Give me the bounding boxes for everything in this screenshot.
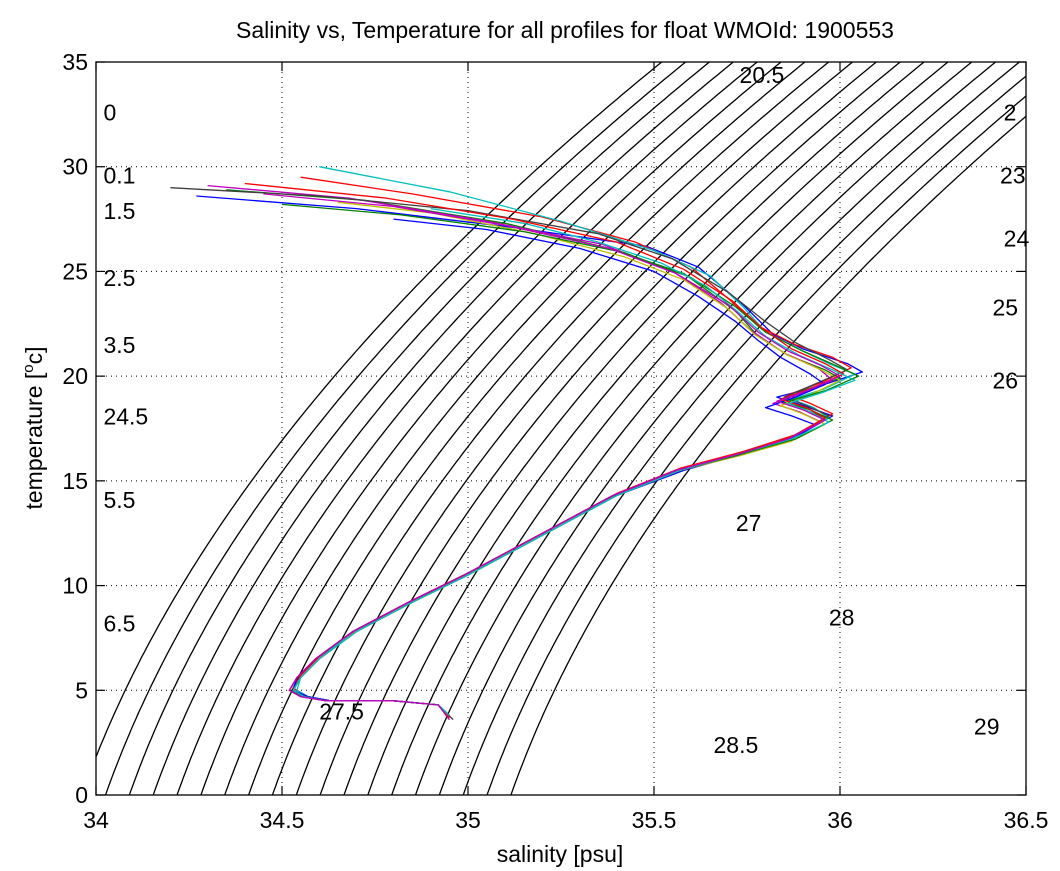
density-contour-label: 29 [974, 713, 1000, 739]
density-contour-label: 1.5 [103, 198, 135, 224]
density-contour [152, 62, 735, 795]
y-tick-label: 20 [62, 363, 88, 389]
density-contour-label: 2 [1004, 100, 1017, 126]
axis-ticks [95, 61, 1027, 796]
x-tick-label: 34.5 [260, 807, 305, 833]
density-contour [176, 62, 759, 795]
y-tick-label: 25 [62, 258, 88, 284]
density-contour [343, 62, 926, 795]
y-tick-label: 30 [62, 154, 88, 180]
profile-line [263, 193, 841, 720]
x-axis-label: salinity [psu] [497, 841, 624, 867]
y-tick-label: 5 [75, 677, 88, 703]
density-contour-label: 26 [993, 368, 1019, 394]
density-contour-label: 0.1 [103, 162, 135, 188]
density-contour [414, 62, 997, 795]
density-contour-label: 24 [1004, 225, 1030, 251]
density-contour-label: 27.5 [319, 699, 364, 725]
x-tick-label: 35 [455, 807, 481, 833]
y-tick-label: 15 [62, 468, 88, 494]
y-axis-tick-labels: 0 5 10 15 20 25 30 35 [62, 49, 88, 808]
density-contour-label: 28.5 [714, 732, 759, 758]
density-contour-label: 27 [736, 510, 762, 536]
chart-title: Salinity vs, Temperature for all profile… [236, 17, 894, 43]
x-axis-tick-labels: 34 34.5 35 35.5 36 36.5 [83, 807, 1048, 833]
density-contour [486, 95, 1026, 795]
density-contour [390, 62, 973, 795]
density-contour [271, 62, 854, 795]
y-axis-label-superscript: o [20, 364, 37, 372]
y-axis-label: temperature [oc] [20, 346, 47, 509]
density-contour-label: 3.5 [103, 332, 135, 358]
density-contour-label: 0 [103, 100, 116, 126]
y-tick-label: 10 [62, 573, 88, 599]
density-contour [510, 115, 1026, 795]
y-tick-label: 0 [75, 782, 88, 808]
density-contour [319, 62, 902, 795]
y-axis-label-main: temperature [ [21, 372, 47, 509]
density-contour-label: 24.5 [103, 403, 148, 429]
x-tick-label: 34 [83, 807, 109, 833]
density-contour [128, 62, 711, 795]
y-tick-label: 35 [62, 49, 88, 75]
density-contour [224, 62, 806, 795]
x-tick-label: 36.5 [1004, 807, 1049, 833]
density-contour-label: 6.5 [103, 611, 135, 637]
x-tick-label: 35.5 [632, 807, 677, 833]
profile-series [170, 166, 863, 721]
plot-area-frame [95, 61, 1027, 796]
density-contour-label: 28 [829, 604, 855, 630]
density-contour [295, 62, 878, 795]
density-contour [462, 75, 1026, 795]
density-contour [96, 62, 663, 759]
x-tick-label: 36 [827, 807, 853, 833]
density-contour [200, 62, 782, 795]
density-contour-label: 25 [993, 294, 1019, 320]
y-axis-label-unit: c] [21, 346, 47, 364]
density-contour-label: 5.5 [103, 487, 135, 513]
density-contour [104, 62, 687, 795]
density-contour [438, 62, 1021, 795]
profile-line [292, 176, 852, 720]
density-contour-label: 20.5 [740, 62, 785, 88]
density-contours [96, 62, 1026, 795]
density-contour-label: 2.5 [103, 265, 135, 291]
density-contour [367, 62, 949, 795]
